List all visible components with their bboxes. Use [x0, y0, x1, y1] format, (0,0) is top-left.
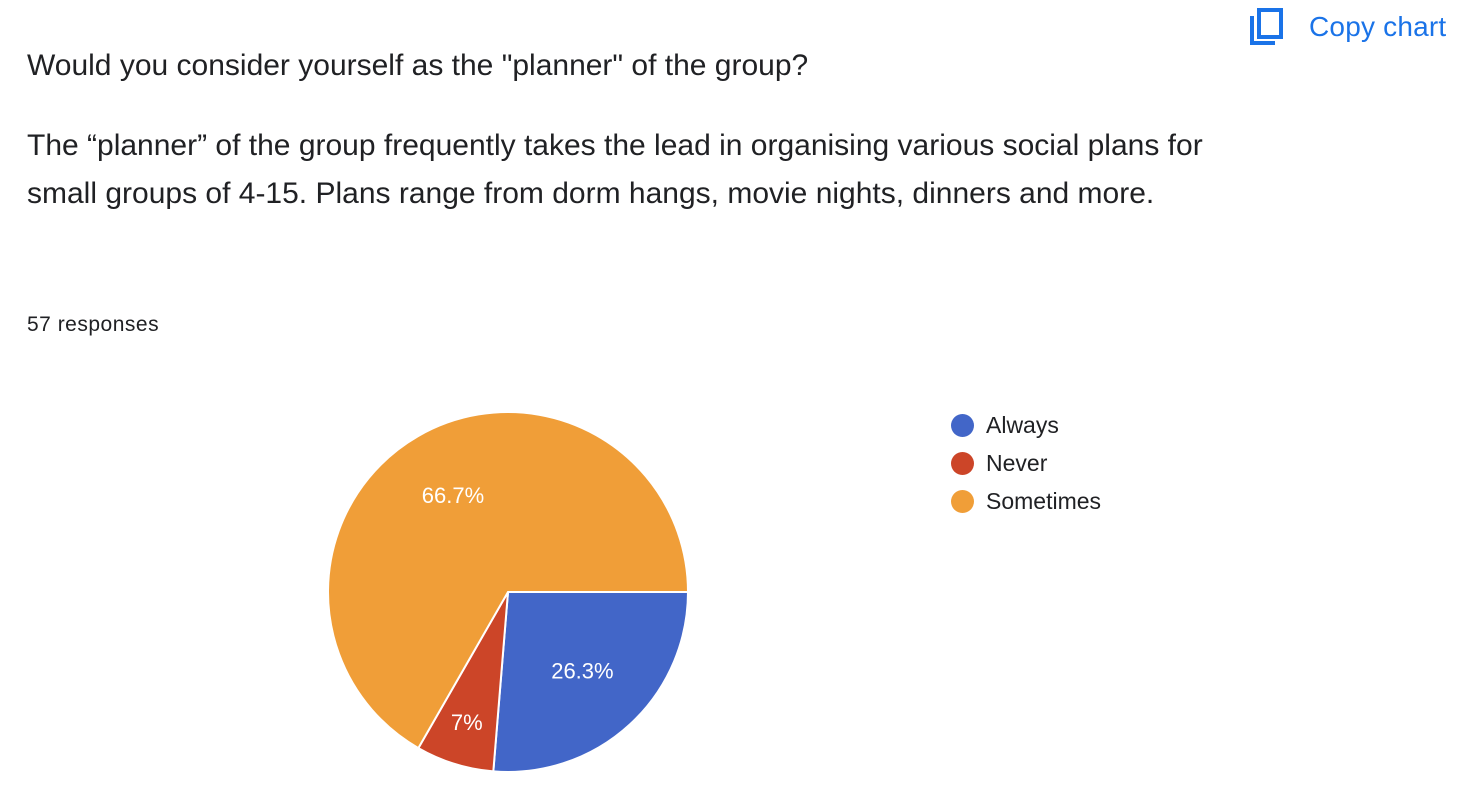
pie-slice-sometimes[interactable]	[327, 411, 690, 750]
pie-slice-always[interactable]	[492, 591, 690, 773]
legend-swatch	[951, 489, 974, 513]
legend-label: Sometimes	[986, 487, 1102, 514]
legend-swatch	[951, 413, 974, 437]
question-title: Would you consider yourself as the "plan…	[27, 49, 809, 82]
chart-legend: Always Never Sometimes	[951, 406, 1101, 520]
response-count: 57 responses	[27, 313, 160, 336]
legend-item-never[interactable]: Never	[951, 444, 1101, 482]
copy-icon	[1248, 8, 1284, 46]
slice-label-always: 26.3%	[551, 659, 613, 684]
legend-item-always[interactable]: Always	[951, 406, 1101, 444]
legend-label: Always	[986, 411, 1059, 438]
slice-label-never: 7%	[451, 710, 483, 735]
question-description: The “planner” of the group frequently ta…	[27, 129, 1203, 210]
copy-chart-button[interactable]: Copy chart	[1248, 8, 1446, 46]
copy-chart-label: Copy chart	[1309, 11, 1447, 42]
legend-swatch	[951, 451, 974, 475]
slice-label-sometimes: 66.7%	[422, 483, 484, 508]
legend-label: Never	[986, 449, 1048, 476]
legend-item-sometimes[interactable]: Sometimes	[951, 482, 1101, 520]
